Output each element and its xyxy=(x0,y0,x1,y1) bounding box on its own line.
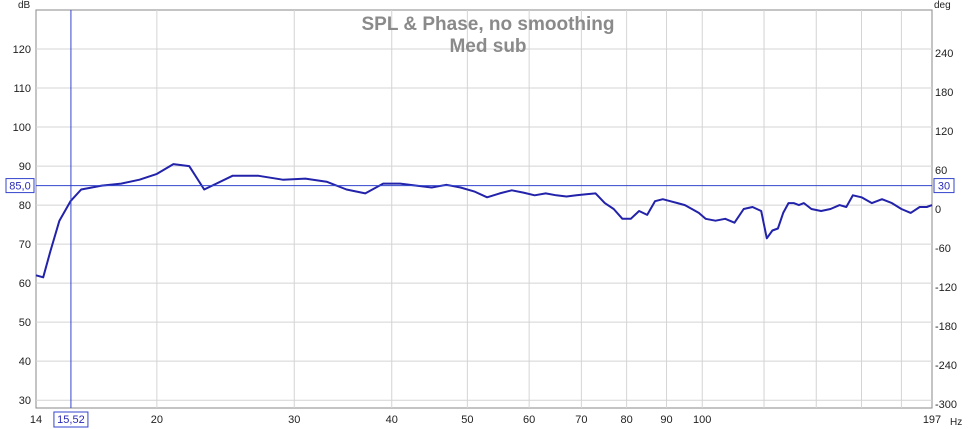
y-tick-label: 80 xyxy=(19,200,31,212)
chart-title: SPL & Phase, no smoothing xyxy=(361,14,614,35)
y-tick-label: 50 xyxy=(19,317,31,329)
y-axis-right-ticks: -300 -240 -180 -120 -60 0 60 120 180 240 xyxy=(935,48,957,411)
cursor-y-right-readout: 30 xyxy=(938,181,950,193)
cursor-y-readout: 85,0 xyxy=(9,181,30,193)
y-tick-label: 60 xyxy=(19,278,31,290)
x-tick-label: 20 xyxy=(151,414,163,426)
x-tick-label: 100 xyxy=(693,414,711,426)
chart-subtitle: Med sub xyxy=(449,36,526,57)
y-right-tick-label: 0 xyxy=(935,204,941,216)
x-tick-label: 40 xyxy=(386,414,398,426)
y-right-tick-label: -60 xyxy=(935,243,951,255)
y-tick-label: 110 xyxy=(13,83,31,95)
y-axis-left-unit: dB xyxy=(18,0,31,11)
cursor-x-readout: 15,52 xyxy=(57,414,85,426)
y-axis-left-ticks: 30 40 50 60 70 80 90 100 110 120 xyxy=(13,44,31,407)
y-tick-label: 40 xyxy=(19,356,31,368)
y-right-tick-label: -180 xyxy=(935,321,957,333)
y-tick-label: 100 xyxy=(13,122,31,134)
x-axis-unit: Hz xyxy=(950,417,962,428)
x-tick-label: 30 xyxy=(288,414,300,426)
plot-area xyxy=(35,9,933,409)
cursor-x-readout-box xyxy=(53,411,89,428)
cursor-y-right-readout-box xyxy=(933,178,955,194)
y-right-tick-label: 240 xyxy=(935,48,953,60)
y-tick-label: 70 xyxy=(19,239,31,251)
cursor-layer[interactable]: 85,0 30 15,52 xyxy=(5,10,955,428)
x-tick-label: 60 xyxy=(523,414,535,426)
y-tick-label: 30 xyxy=(19,395,31,407)
cursor-y-readout-box xyxy=(5,178,35,194)
y-axis-right-unit: deg xyxy=(934,0,951,11)
y-right-tick-label: 120 xyxy=(935,126,953,138)
series-layer xyxy=(35,163,933,279)
y-right-tick-label: -120 xyxy=(935,282,957,294)
x-tick-label: 80 xyxy=(621,414,633,426)
x-tick-label: 197 xyxy=(923,414,941,426)
x-tick-label: 50 xyxy=(461,414,473,426)
x-tick-label: 70 xyxy=(575,414,587,426)
y-right-tick-label: -240 xyxy=(935,360,957,372)
grid-lines xyxy=(36,10,932,408)
spl-series-line xyxy=(35,163,933,279)
y-right-tick-label: 180 xyxy=(935,87,953,99)
x-tick-label: 14 xyxy=(30,414,42,426)
x-tick-label: 90 xyxy=(660,414,672,426)
y-right-tick-label: 60 xyxy=(935,165,947,177)
y-right-tick-label: -300 xyxy=(935,399,957,411)
y-tick-label: 120 xyxy=(13,44,31,56)
y-tick-label: 90 xyxy=(19,161,31,173)
x-axis-ticks: 14 20 30 40 50 60 70 80 90 100 197 xyxy=(30,414,941,426)
